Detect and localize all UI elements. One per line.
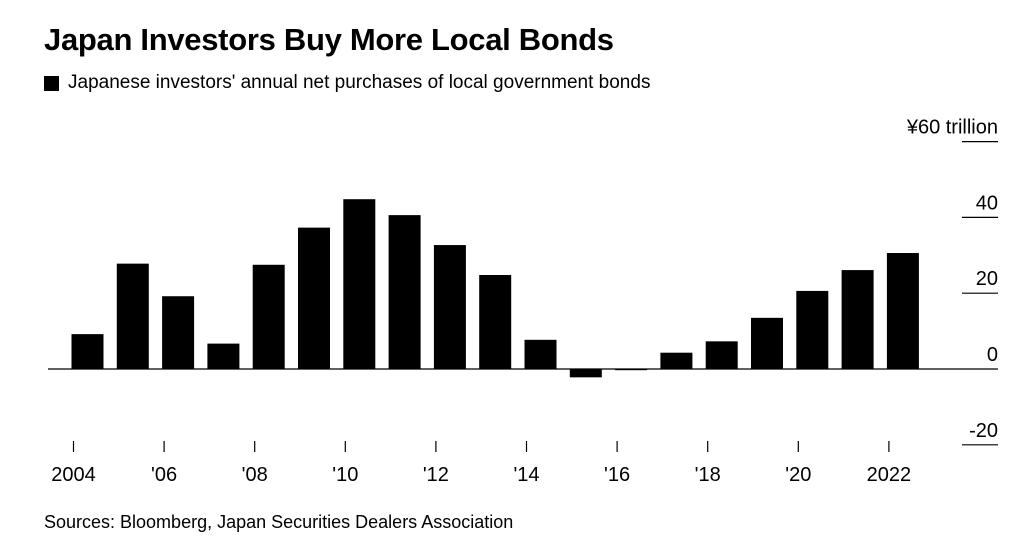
y-tick-label: 40 (976, 192, 998, 214)
bar (524, 339, 557, 369)
x-tick-label: 2022 (867, 464, 912, 486)
source-note: Sources: Bloomberg, Japan Securities Dea… (44, 512, 514, 532)
bar (162, 296, 195, 369)
y-tick-label: 0 (987, 344, 998, 366)
bar (479, 275, 512, 369)
bar (433, 245, 466, 369)
x-tick-label: '20 (785, 464, 811, 486)
y-tick-label: -20 (969, 420, 998, 442)
bar (886, 253, 919, 369)
bar (796, 290, 829, 369)
x-tick-label: '14 (513, 464, 539, 486)
bar (207, 343, 240, 369)
x-tick-label: 2004 (51, 464, 96, 486)
bar (343, 199, 376, 369)
chart-title: Japan Investors Buy More Local Bonds (44, 22, 614, 57)
bar (569, 369, 602, 378)
bar (705, 341, 738, 369)
bar (71, 334, 104, 369)
y-tick-label: ¥60 trillion (906, 117, 998, 139)
x-tick-label: '12 (423, 464, 449, 486)
legend: Japanese investors' annual net purchases… (44, 72, 650, 94)
x-tick-label: '10 (332, 464, 358, 486)
legend-swatch (44, 75, 59, 91)
bar (298, 227, 330, 369)
bar (751, 317, 783, 369)
y-tick-label: 20 (976, 268, 998, 290)
bar (116, 263, 149, 369)
legend-label: Japanese investors' annual net purchases… (68, 72, 651, 93)
bar (388, 215, 421, 369)
x-tick-label: '16 (604, 464, 630, 486)
x-tick-label: '06 (151, 464, 177, 486)
x-tick-label: '08 (242, 464, 268, 486)
bar (660, 352, 693, 369)
x-tick-label: '18 (695, 464, 721, 486)
bar (252, 264, 285, 369)
bar (841, 270, 874, 369)
